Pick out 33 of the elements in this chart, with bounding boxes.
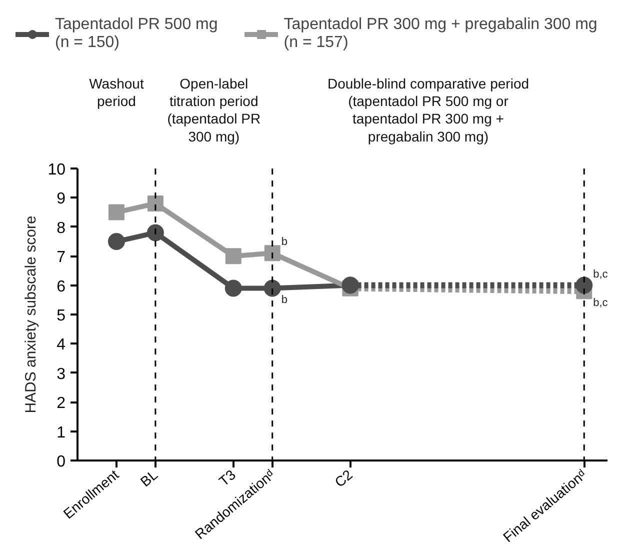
- y-axis-title: HADS anxiety subscale score: [22, 216, 40, 414]
- x-tick-label: BL: [137, 466, 161, 490]
- y-tick-label: 8: [56, 220, 66, 237]
- legend-label: Tapentadol PR 300 mg + pregabalin 300 mg (n = 157): [284, 16, 598, 52]
- annotation: b: [281, 294, 288, 306]
- y-tick-label: 0: [56, 454, 66, 470]
- text: Open-label titration period (tapentadol PR 300 mg): [167, 76, 261, 144]
- y-tick-label: 2: [56, 395, 66, 412]
- point: [224, 280, 242, 297]
- y-tick-label: 10: [48, 162, 66, 178]
- text: Double-blind comparative period (tapentadol PR 500 mg or tapentadol PR 300 mg + pregabalin 300 mg): [327, 76, 530, 144]
- point: [342, 276, 359, 294]
- x-tick-label: C2: [331, 466, 356, 490]
- point: [146, 224, 164, 242]
- text: Washout period: [89, 76, 144, 110]
- point: [576, 276, 593, 294]
- y-tick-label: 7: [56, 249, 66, 266]
- point: [147, 196, 164, 212]
- y-tick-label: 5: [56, 308, 66, 324]
- point: [225, 248, 242, 264]
- annotation: b: [281, 236, 288, 248]
- y-tick-label: 4: [56, 336, 66, 354]
- y-tick-label: 1: [56, 424, 66, 442]
- y-tick-label: 9: [56, 190, 66, 208]
- point: [108, 233, 125, 250]
- annotation: b,c: [593, 297, 608, 310]
- y-tick-label: 3: [56, 366, 66, 383]
- point: [264, 245, 280, 262]
- point: [264, 280, 281, 297]
- annotation: b,c: [593, 268, 608, 280]
- legend-label: Tapentadol PR 500 mg (n = 150): [55, 16, 218, 52]
- y-tick-label: 6: [56, 278, 66, 296]
- point: [108, 204, 124, 220]
